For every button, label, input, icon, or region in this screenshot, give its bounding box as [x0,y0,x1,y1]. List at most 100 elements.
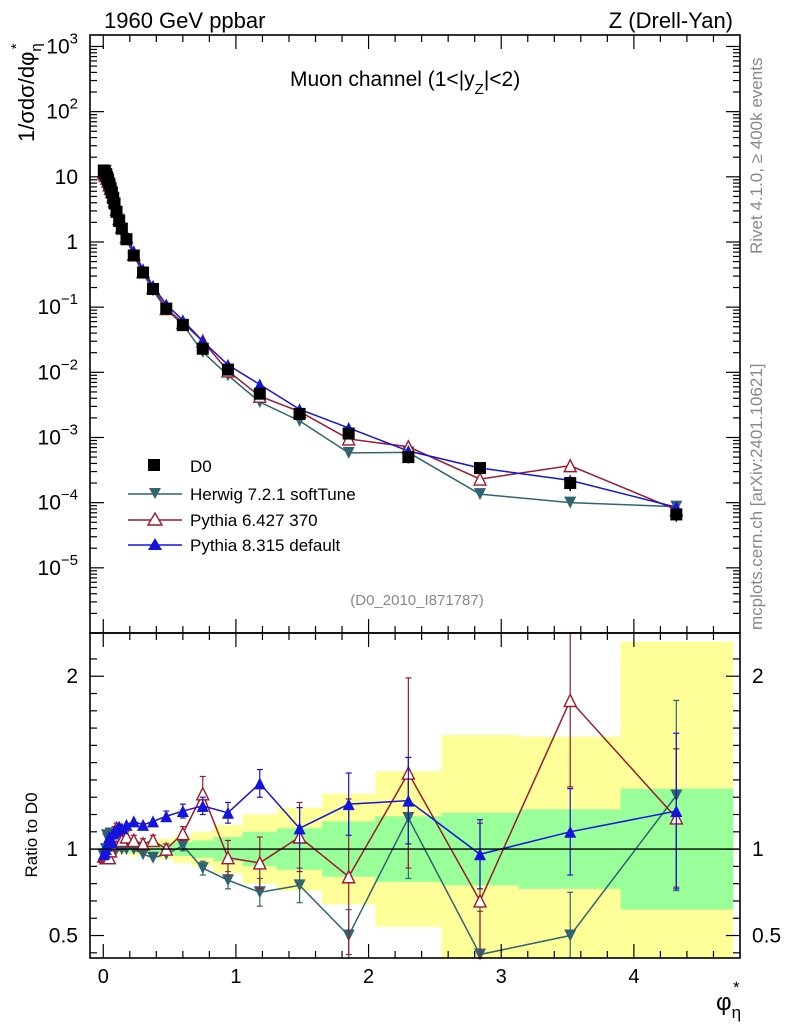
ratio-series-point [253,777,266,790]
header-left: 1960 GeV ppbar [104,8,265,33]
legend-label-pythia8: Pythia 8.315 default [190,536,341,555]
ratio-series-point [402,794,415,807]
main-data-point [474,462,486,475]
main-series-point [564,496,577,509]
ratio-series-point [563,692,578,708]
ratio-series-point [176,839,189,852]
ratio-y-tick-label: 0.5 [49,925,78,948]
main-y-tick-label: 10−2 [38,356,78,384]
main-series-point [342,446,355,459]
plot-title-sub: Z [475,81,484,98]
main-data-point [402,451,415,464]
main-data-point [293,407,306,420]
ratio-series-point [293,879,306,892]
main-y-tick-label: 10−5 [38,552,78,580]
main-series-point [472,471,488,486]
ratio-y-tick-label-right: 1 [752,838,764,861]
main-data-point [670,508,683,521]
legend-marker-herwig [149,488,161,499]
main-data-point [564,477,577,490]
header-right: Z (Drell-Yan) [609,8,733,33]
legend-label-d0: D0 [190,457,212,476]
ratio-series-point [220,850,236,865]
main-data-point [342,427,355,440]
ratio-series-point [564,929,577,942]
x-tick-label: 3 [496,966,507,988]
main-data-point [110,205,123,218]
ratio-series-point [252,855,267,870]
ratio-series-point [137,848,150,861]
ratio-series-point [342,798,355,811]
legend-label-herwig: Herwig 7.2.1 softTune [190,485,356,504]
ratio-series-point [341,869,356,884]
x-axis-label: φη [716,989,741,1022]
ratio-y-tick-label-right: 2 [752,665,764,688]
main-y-tick-label: 10−3 [38,421,78,449]
legend-marker-pythia8 [148,538,162,550]
axes: 0 1 2 3 4 10−5 10−4 10−3 10−2 10−1 1 10 102 103 0.5 0.5… [38,30,782,988]
ratio-series-point [670,805,683,818]
ratio-series-point [119,829,134,844]
ratio-series-point [147,851,160,864]
ratio-series-point [196,799,209,812]
x-axis-label-sub: η [732,1003,741,1022]
main-data-point [127,249,140,262]
x-tick-label: 4 [628,966,639,988]
main-y-label-base: 1/σdσ/dφ [14,52,39,142]
ratio-series-point [137,818,150,831]
main-data-point [253,387,266,400]
plot-title-suffix: |<2) [484,68,520,91]
main-data-point [196,342,209,355]
main-data-point [160,302,173,315]
ratio-series-point [145,832,161,848]
x-tick-label: 0 [98,966,109,988]
main-y-label-sub: η [28,43,45,51]
ratio-series-point [293,822,306,835]
main-y-tick-label: 103 [46,30,78,58]
ratio-y-tick-label: 2 [66,665,78,688]
main-y-tick-label: 10−1 [38,291,78,319]
main-series-point [474,488,486,501]
main-series-point [253,378,266,391]
ratio-series-point [472,893,488,908]
main-frame [89,34,741,634]
legend-marker-d0 [148,459,160,471]
main-plot [96,164,684,522]
ratio-series-point [196,862,209,875]
ratio-series-point [474,848,486,861]
main-data-point [176,319,189,332]
x-tick-label: 2 [363,966,374,988]
ratio-series-point [105,836,118,849]
main-y-tick-label: 10 [55,166,78,189]
ratio-series-point [126,832,141,848]
ratio-series-point [175,825,190,841]
ratio-y-tick-label-right: 0.5 [752,925,781,948]
ratio-series-point [147,815,160,828]
ratio-series-point [221,806,234,819]
ratio-series-point [160,810,173,823]
side-label-rivet: Rivet 4.1.0, ≥ 400k events [747,58,766,254]
ratio-series-point [221,874,234,887]
main-data-point [147,282,160,295]
ratio-y-label: Ratio to D0 [22,792,41,877]
ratio-y-tick-label: 1 [66,838,78,861]
analysis-watermark: (D0_2010_I871787) [350,592,483,609]
x-axis-label-base: φ [716,989,732,1016]
main-data-point [115,222,128,235]
ratio-frame [89,632,741,959]
side-label-mcplots: mcplots.cern.ch [arXiv:2401.10621] [747,364,766,630]
ratio-series-point [120,818,133,831]
ratio-series-point [176,805,189,818]
main-y-tick-label: 10−4 [38,487,78,515]
ratio-series-point [564,825,577,838]
main-data-point [137,266,150,279]
main-y-label-sup: * [8,43,25,49]
x-axis-label-sup: * [733,978,740,997]
main-y-label: 1/σdσ/dφη* [8,43,45,142]
legend-marker-pythia6 [146,511,164,526]
main-y-tick-label: 102 [46,96,78,124]
main-y-tick-label: 1 [66,231,78,254]
plot-title-prefix: Muon channel (1<|y [290,68,475,91]
ratio-series-point [127,815,140,828]
